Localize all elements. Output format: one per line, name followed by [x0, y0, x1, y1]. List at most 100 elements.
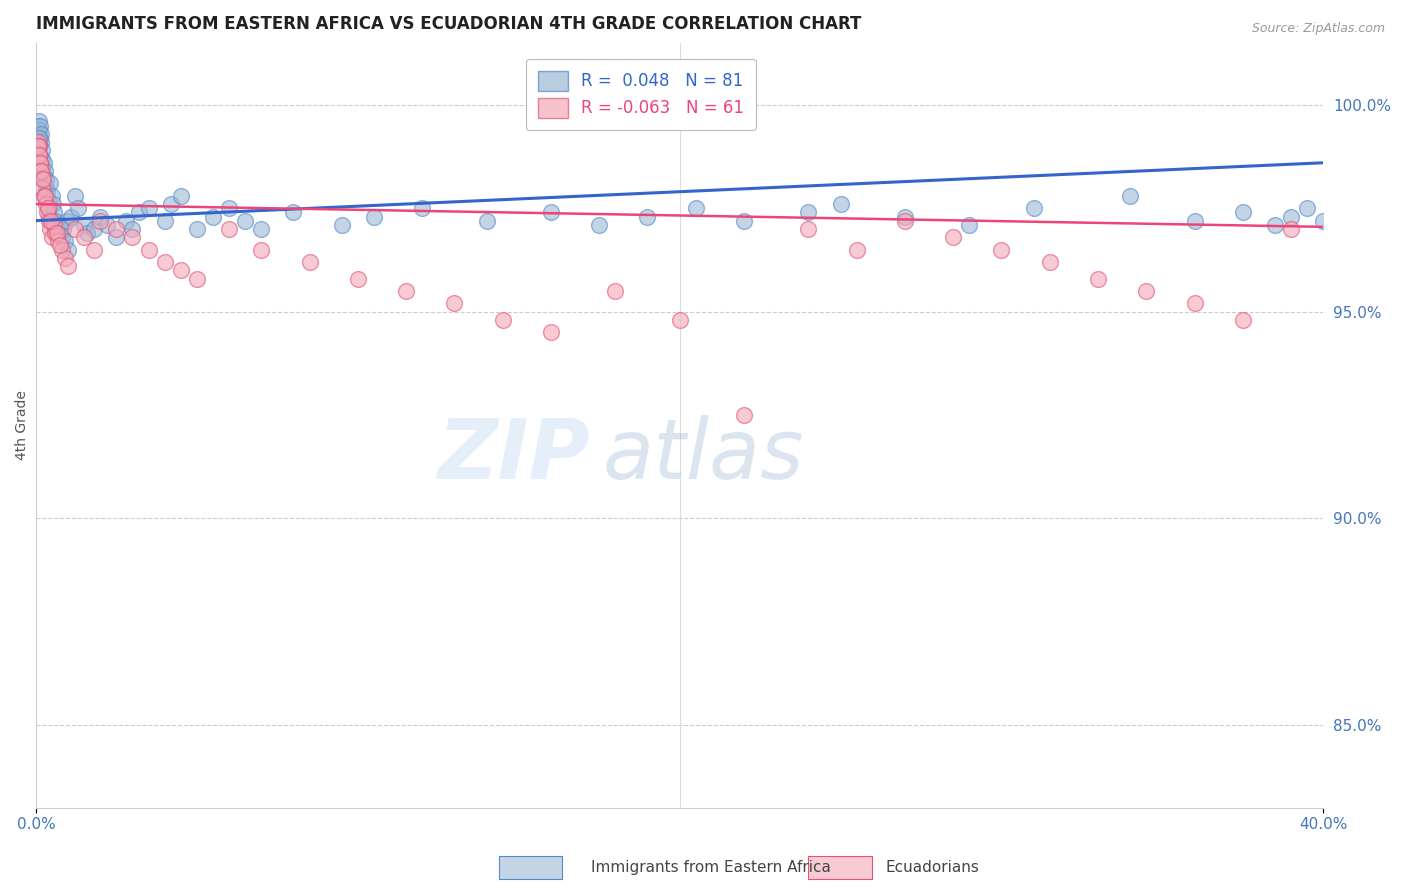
Point [218, 222, 240, 236]
Point [28, 147, 51, 161]
Point [32, 189, 55, 203]
Point [733, 213, 755, 227]
Point [27, 139, 49, 153]
Point [1087, 271, 1109, 285]
Point [201, 210, 224, 224]
Point [1022, 201, 1045, 215]
Point [121, 222, 143, 236]
Point [1232, 313, 1254, 327]
Point [128, 205, 150, 219]
Point [363, 210, 385, 224]
Point [37, 205, 59, 219]
Point [27, 139, 49, 153]
Point [32, 168, 55, 182]
Point [37, 201, 59, 215]
Point [121, 230, 143, 244]
Text: Source: ZipAtlas.com: Source: ZipAtlas.com [1251, 22, 1385, 36]
Point [41, 197, 63, 211]
Point [28, 114, 51, 128]
Point [30, 155, 52, 169]
Point [298, 255, 321, 269]
Y-axis label: 4th Grade: 4th Grade [15, 391, 30, 460]
Point [27, 135, 49, 149]
Point [28, 139, 51, 153]
Point [73, 230, 96, 244]
Point [31, 172, 53, 186]
Point [685, 201, 707, 215]
Point [30, 119, 52, 133]
Point [330, 218, 353, 232]
Point [105, 230, 128, 244]
Point [73, 218, 96, 232]
Point [1184, 213, 1206, 227]
Point [53, 251, 76, 265]
Text: Immigrants from Eastern Africa: Immigrants from Eastern Africa [591, 860, 831, 874]
Point [32, 172, 55, 186]
Point [51, 243, 73, 257]
Point [138, 243, 160, 257]
Point [1232, 205, 1254, 219]
Point [1279, 210, 1302, 224]
Point [55, 213, 77, 227]
Point [41, 213, 63, 227]
Point [56, 243, 79, 257]
Point [42, 205, 65, 219]
Point [491, 313, 513, 327]
Point [42, 218, 65, 232]
Point [605, 284, 627, 298]
Point [30, 135, 52, 149]
Point [733, 408, 755, 422]
Point [588, 218, 610, 232]
Point [411, 201, 433, 215]
Point [45, 226, 67, 240]
Point [48, 226, 70, 240]
Point [1135, 284, 1157, 298]
Point [44, 213, 66, 227]
Point [233, 213, 256, 227]
Point [28, 131, 51, 145]
Point [38, 210, 60, 224]
Point [34, 172, 56, 186]
Point [34, 164, 56, 178]
Point [56, 259, 79, 273]
Point [1039, 255, 1062, 269]
Point [63, 189, 86, 203]
Point [475, 213, 498, 227]
Point [31, 144, 53, 158]
Point [52, 222, 75, 236]
Point [49, 218, 72, 232]
Point [66, 201, 89, 215]
Point [990, 243, 1012, 257]
Point [89, 213, 111, 227]
Point [797, 222, 820, 236]
Point [346, 271, 368, 285]
Text: atlas: atlas [602, 416, 804, 496]
Point [27, 119, 49, 133]
Point [49, 238, 72, 252]
Point [1184, 296, 1206, 310]
Point [28, 147, 51, 161]
Point [153, 213, 176, 227]
Point [41, 230, 63, 244]
Point [1312, 213, 1334, 227]
Point [30, 164, 52, 178]
Point [63, 222, 86, 236]
Point [83, 222, 105, 236]
Point [942, 230, 965, 244]
Point [38, 213, 60, 227]
Point [186, 271, 208, 285]
Point [96, 218, 118, 232]
Point [28, 155, 51, 169]
Point [218, 201, 240, 215]
Point [38, 201, 60, 215]
Point [540, 325, 562, 339]
Point [1296, 201, 1319, 215]
Point [35, 180, 58, 194]
Point [30, 164, 52, 178]
Point [186, 222, 208, 236]
Text: Ecuadorians: Ecuadorians [886, 860, 980, 874]
Point [395, 284, 418, 298]
Point [34, 197, 56, 211]
Point [1279, 222, 1302, 236]
Point [1264, 218, 1286, 232]
